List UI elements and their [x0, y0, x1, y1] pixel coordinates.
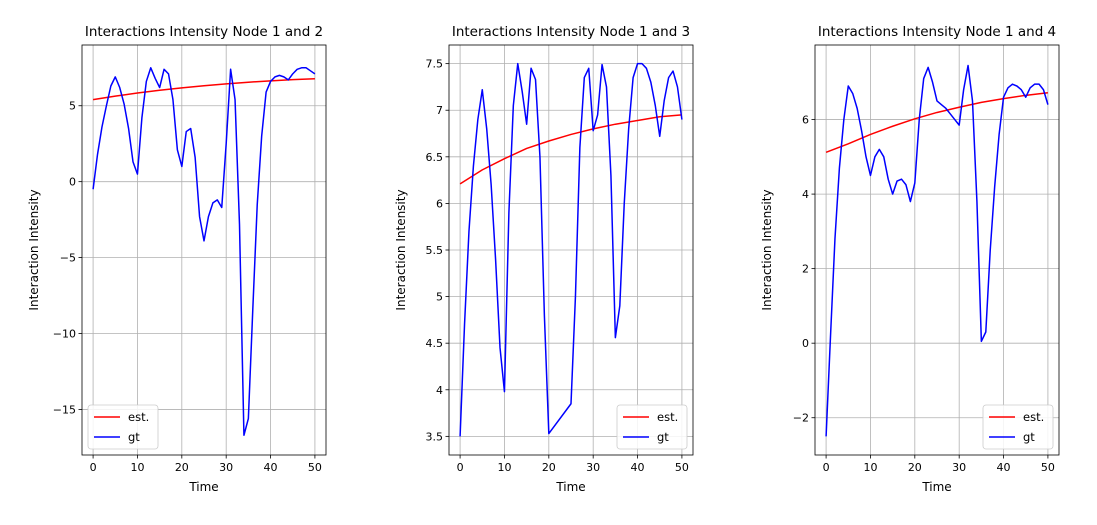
y-tick-label: 7	[436, 104, 443, 117]
chart-title: Interactions Intensity Node 1 and 3	[452, 24, 690, 40]
y-tick-label: 4.5	[426, 337, 444, 350]
y-tick-label: 3.5	[426, 430, 444, 443]
legend-label: gt	[128, 430, 140, 444]
x-tick-label: 50	[308, 461, 322, 474]
axes-frame	[814, 44, 1060, 456]
y-tick-label: 5.5	[426, 244, 444, 257]
series-line-gt	[92, 67, 316, 437]
legend-label: est.	[1023, 410, 1044, 424]
legend: est. gt	[616, 404, 688, 450]
y-tick-label: 5	[69, 100, 76, 113]
x-tick-label: 10	[863, 461, 877, 474]
y-tick-label: 0	[69, 176, 76, 189]
axes-frame	[81, 44, 327, 456]
x-axis-label: Time	[555, 480, 585, 494]
chart-2: 0 10 20 30 40 50 3.5 4 4.5 5 5.5 6 6.5 7 7.5 Interactio…	[394, 24, 694, 494]
y-tick-label: 5	[436, 291, 443, 304]
series-line-gt	[825, 64, 1049, 437]
y-tick-label: −10	[53, 328, 76, 341]
legend-label: gt	[657, 430, 669, 444]
x-tick-label: 40	[264, 461, 278, 474]
x-tick-label: 30	[219, 461, 233, 474]
x-axis-label: Time	[188, 480, 218, 494]
legend-label: gt	[1023, 430, 1035, 444]
y-axis-label: Interaction Intensity	[27, 189, 41, 310]
y-tick-label: 6	[436, 197, 443, 210]
legend-label: est.	[657, 410, 678, 424]
x-tick-label: 10	[130, 461, 144, 474]
y-tick-label: 6.5	[426, 151, 444, 164]
y-tick-label: −2	[793, 412, 809, 425]
chart-title: Interactions Intensity Node 1 and 2	[85, 24, 323, 40]
x-tick-label: 30	[952, 461, 966, 474]
legend-box	[616, 404, 688, 450]
x-tick-label: 50	[1041, 461, 1055, 474]
legend: est. gt	[87, 404, 159, 450]
legend-label: est.	[128, 410, 149, 424]
legend: est. gt	[982, 404, 1054, 450]
x-tick-label: 20	[908, 461, 922, 474]
y-tick-label: −15	[53, 403, 76, 416]
y-axis-label: Interaction Intensity	[394, 189, 408, 310]
series-line-gt	[459, 62, 683, 437]
legend-box	[87, 404, 159, 450]
chart-1: 0 10 20 30 40 50 −15 −10 −5 0 5 Interactions Intens…	[27, 24, 327, 494]
y-tick-label: 0	[802, 337, 809, 350]
x-tick-label: 20	[175, 461, 189, 474]
y-tick-label: 4	[802, 188, 809, 201]
x-tick-label: 0	[823, 461, 830, 474]
y-tick-label: 2	[802, 263, 809, 276]
x-tick-label: 20	[542, 461, 556, 474]
y-tick-label: −5	[60, 252, 76, 265]
y-tick-label: 6	[802, 114, 809, 127]
chart-title: Interactions Intensity Node 1 and 4	[818, 24, 1056, 40]
chart-3: 0 10 20 30 40 50 −2 0 2 4 6 Interactions Intensity …	[760, 24, 1060, 494]
y-tick-label: 4	[436, 384, 443, 397]
x-tick-label: 0	[457, 461, 464, 474]
series-line-est	[459, 114, 682, 185]
x-tick-label: 30	[586, 461, 600, 474]
x-axis-label: Time	[921, 480, 951, 494]
legend-box	[982, 404, 1054, 450]
x-tick-label: 50	[675, 461, 689, 474]
y-tick-label: 7.5	[426, 58, 444, 71]
x-tick-label: 10	[497, 461, 511, 474]
x-tick-label: 40	[631, 461, 645, 474]
series-line-est	[92, 77, 315, 101]
x-tick-label: 0	[90, 461, 97, 474]
y-axis-label: Interaction Intensity	[760, 189, 774, 310]
x-tick-label: 40	[997, 461, 1011, 474]
